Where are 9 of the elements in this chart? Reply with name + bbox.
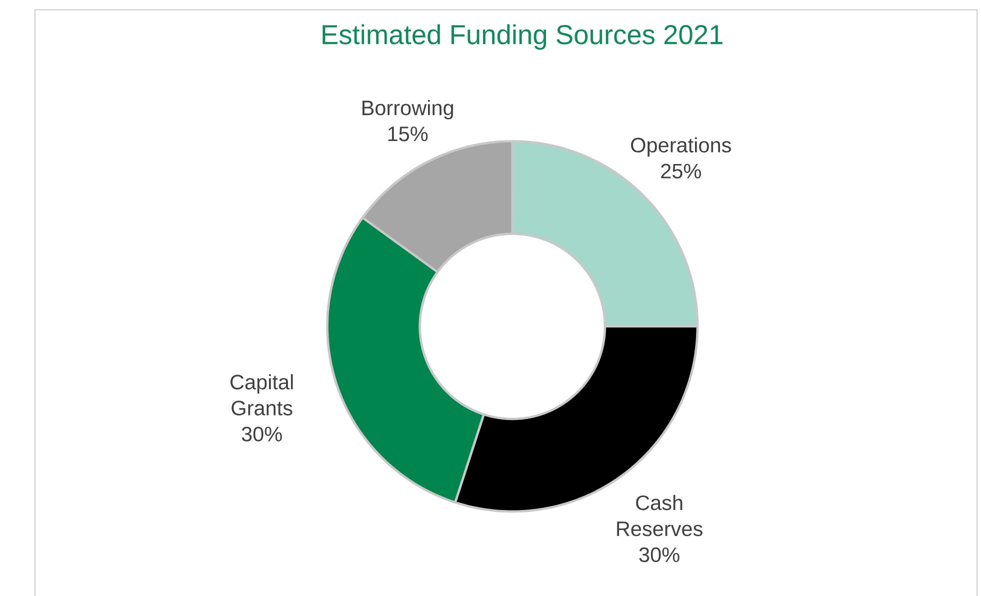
data-label: 30%	[639, 547, 680, 562]
slice-label: Operations	[631, 137, 731, 156]
slice-label: Borrowing	[362, 100, 454, 120]
data-label: 25%	[661, 164, 701, 178]
data-label: 30%	[242, 426, 282, 442]
chart-title: Estimated Funding Sources 2021	[322, 24, 722, 50]
slice-label: Cash Reserves	[617, 494, 702, 536]
data-label: 15%	[388, 126, 428, 142]
slice-label: Capital Grants	[230, 374, 293, 416]
